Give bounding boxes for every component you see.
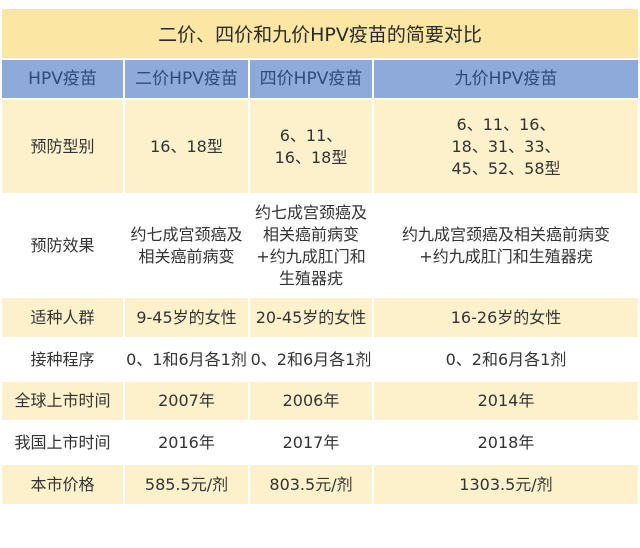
cell: 约九成宫颈癌及相关癌前病变+约九成肛门和生殖器疣: [374, 195, 638, 296]
cell: 2017年: [250, 422, 372, 463]
cell: 2016年: [125, 422, 248, 463]
cell: 0、1和6月各1剂: [125, 339, 248, 380]
cell: 1303.5元/剂: [374, 465, 638, 504]
cell: 6、11、16、 18、31、33、 45、52、58型: [374, 100, 638, 193]
row-label: 本市价格: [2, 465, 123, 504]
table-row: 适种人群 9-45岁的女性 20-45岁的女性 16-26岁的女性: [2, 298, 638, 337]
header-cell: HPV疫苗: [2, 60, 123, 98]
table-row: 全球上市时间 2007年 2006年 2014年: [2, 382, 638, 420]
table-row: 本市价格 585.5元/剂 803.5元/剂 1303.5元/剂: [2, 465, 638, 504]
cell: 16-26岁的女性: [374, 298, 638, 337]
cell: 803.5元/剂: [250, 465, 372, 504]
cell: 2018年: [374, 422, 638, 463]
header-row: HPV疫苗 二价HPV疫苗 四价HPV疫苗 九价HPV疫苗: [2, 60, 638, 98]
cell: 约七成宫颈癌及相关癌前病变: [125, 195, 248, 296]
cell: 0、2和6月各1剂: [250, 339, 372, 380]
row-label: 接种程序: [2, 339, 123, 380]
cell: 2006年: [250, 382, 372, 420]
cell: 2007年: [125, 382, 248, 420]
cell: 9-45岁的女性: [125, 298, 248, 337]
table-row: 接种程序 0、1和6月各1剂 0、2和6月各1剂 0、2和6月各1剂: [2, 339, 638, 380]
cell: 2014年: [374, 382, 638, 420]
cell: 约七成宫颈癌及相关癌前病变+约九成肛门和生殖器疣: [250, 195, 372, 296]
row-label: 适种人群: [2, 298, 123, 337]
cell: 6、11、 16、18型: [250, 100, 372, 193]
row-label: 预防效果: [2, 195, 123, 296]
header-cell: 二价HPV疫苗: [125, 60, 248, 98]
table-title: 二价、四价和九价HPV疫苗的简要对比: [2, 9, 638, 58]
table-row: 预防效果 约七成宫颈癌及相关癌前病变 约七成宫颈癌及相关癌前病变+约九成肛门和生…: [2, 195, 638, 296]
row-label: 全球上市时间: [2, 382, 123, 420]
row-label: 预防型别: [2, 100, 123, 193]
comparison-table: HPV疫苗 二价HPV疫苗 四价HPV疫苗 九价HPV疫苗 预防型别 16、18…: [0, 58, 640, 506]
cell: 20-45岁的女性: [250, 298, 372, 337]
header-cell: 九价HPV疫苗: [374, 60, 638, 98]
row-label: 我国上市时间: [2, 422, 123, 463]
cell: 0、2和6月各1剂: [374, 339, 638, 380]
cell: 16、18型: [125, 100, 248, 193]
header-cell: 四价HPV疫苗: [250, 60, 372, 98]
cell: 585.5元/剂: [125, 465, 248, 504]
table-row: 我国上市时间 2016年 2017年 2018年: [2, 422, 638, 463]
table-row: 预防型别 16、18型 6、11、 16、18型 6、11、16、 18、31、…: [2, 100, 638, 193]
